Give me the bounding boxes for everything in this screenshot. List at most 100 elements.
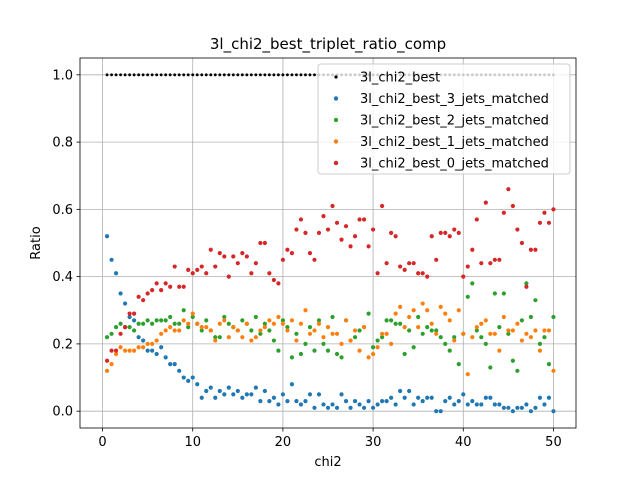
data-point: [483, 341, 488, 347]
data-point: [258, 328, 263, 333]
data-point: [488, 331, 493, 336]
y-tick-label: 0.2: [52, 337, 73, 352]
data-point: [366, 244, 371, 249]
data-point: [398, 264, 403, 269]
data-point: [325, 324, 331, 330]
data-point: [307, 324, 313, 330]
data-point: [488, 395, 493, 400]
data-point: [204, 388, 209, 394]
data-point: [380, 203, 385, 209]
data-point: [231, 392, 236, 397]
data-point: [474, 217, 479, 222]
data-point: [343, 318, 349, 323]
data-point: [384, 331, 389, 336]
data-point: [334, 405, 340, 410]
data-point: [276, 281, 281, 286]
data-point: [199, 264, 204, 269]
data-point: [420, 301, 425, 306]
data-point: [307, 250, 313, 256]
data-point: [240, 73, 244, 77]
data-point: [240, 335, 245, 340]
data-point: [313, 73, 316, 77]
data-point: [470, 398, 475, 404]
data-point: [537, 220, 543, 225]
data-point: [479, 321, 484, 326]
data-point: [127, 314, 132, 320]
data-point: [497, 257, 502, 262]
data-point: [271, 321, 276, 326]
data-point: [366, 355, 371, 360]
data-point: [452, 402, 457, 407]
data-point: [411, 345, 416, 350]
data-point: [127, 324, 132, 330]
data-point: [483, 318, 488, 323]
data-point: [452, 338, 457, 343]
legend: 3l_chi2_best 3l_chi2_best_3_jets_matched 3…: [317, 63, 571, 175]
data-point: [352, 335, 358, 340]
data-point: [348, 244, 353, 249]
data-point: [186, 324, 191, 330]
data-point: [407, 314, 412, 320]
data-point: [398, 388, 403, 394]
data-point: [132, 318, 137, 323]
series-3: [104, 301, 556, 377]
data-point: [109, 331, 114, 336]
data-point: [132, 73, 136, 77]
data-point: [285, 328, 290, 333]
data-point: [181, 375, 186, 380]
data-point: [425, 395, 430, 400]
data-point: [159, 287, 164, 293]
data-point: [303, 341, 308, 347]
legend-marker: [333, 160, 339, 166]
data-point: [195, 267, 200, 273]
data-point: [461, 331, 466, 336]
data-point: [501, 210, 506, 215]
data-point: [456, 230, 461, 236]
data-point: [113, 324, 119, 330]
x-tick-label: 50: [545, 435, 562, 450]
data-point: [195, 321, 200, 326]
data-point: [370, 227, 376, 232]
data-point: [276, 348, 281, 353]
data-point: [141, 345, 146, 350]
y-axis-label: Ratio: [29, 226, 44, 259]
data-point: [501, 405, 506, 410]
data-point: [393, 321, 398, 326]
data-point: [231, 73, 235, 77]
data-point: [420, 331, 425, 336]
data-point: [154, 281, 159, 286]
data-point: [384, 318, 389, 323]
x-axis-ticks: 0 10 20 30 40 50: [98, 428, 562, 450]
data-point: [104, 234, 110, 239]
data-point: [434, 331, 439, 336]
data-point: [267, 328, 272, 333]
data-point: [479, 261, 484, 266]
data-point: [263, 73, 267, 77]
data-point: [407, 261, 412, 266]
data-point: [294, 398, 299, 404]
data-point: [254, 73, 258, 77]
data-point: [465, 264, 470, 269]
data-point: [204, 73, 208, 77]
data-point: [352, 234, 358, 239]
data-point: [456, 398, 461, 404]
data-point: [325, 227, 331, 232]
data-point: [244, 392, 249, 397]
data-point: [249, 328, 254, 333]
data-point: [339, 341, 344, 347]
data-point: [375, 271, 380, 276]
data-point: [357, 217, 362, 222]
data-point: [470, 281, 475, 286]
data-point: [506, 331, 511, 336]
data-point: [262, 388, 267, 394]
data-point: [240, 395, 245, 400]
data-point: [488, 365, 493, 370]
data-point: [159, 73, 163, 77]
data-point: [217, 388, 222, 394]
data-point: [461, 392, 466, 397]
data-point: [113, 271, 119, 276]
data-point: [118, 345, 123, 350]
data-point: [497, 348, 502, 353]
data-point: [271, 395, 276, 400]
y-tick-label: 0.4: [52, 270, 73, 285]
